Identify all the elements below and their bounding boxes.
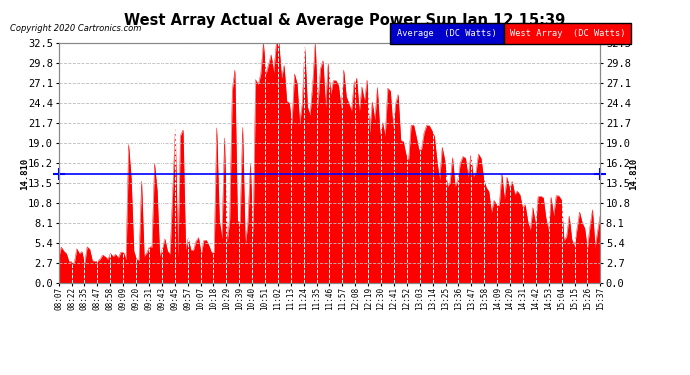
- Text: Average  (DC Watts): Average (DC Watts): [397, 29, 497, 38]
- Text: Copyright 2020 Cartronics.com: Copyright 2020 Cartronics.com: [10, 24, 141, 33]
- Text: West Array Actual & Average Power Sun Jan 12 15:39: West Array Actual & Average Power Sun Ja…: [124, 13, 566, 28]
- Text: 14.810: 14.810: [21, 158, 30, 190]
- Text: 14.810: 14.810: [629, 158, 638, 190]
- Text: West Array  (DC Watts): West Array (DC Watts): [510, 29, 625, 38]
